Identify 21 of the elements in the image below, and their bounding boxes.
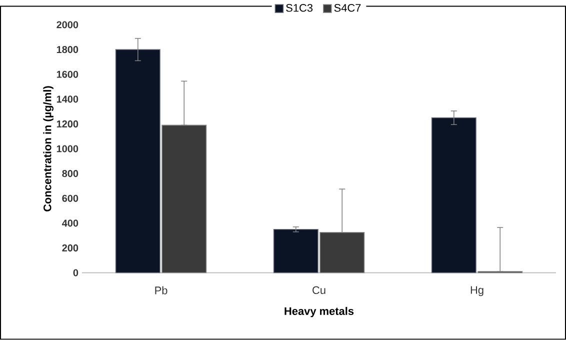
bar [115, 49, 160, 274]
y-tick-label: 1000 [56, 145, 78, 152]
y-tick-label: 1600 [56, 70, 78, 78]
y-tick-label: 200 [62, 244, 78, 252]
bar [431, 117, 476, 274]
legend-label: S4C7 [334, 4, 361, 12]
y-tick-label: 600 [62, 194, 78, 202]
y-tick-label: 400 [62, 220, 78, 227]
x-axis-title: Heavy metals [284, 307, 354, 318]
y-tick-label: 1400 [56, 96, 78, 103]
y-tick-label: 0 [73, 269, 78, 276]
bar [273, 229, 318, 274]
y-tick-label: 2000 [56, 21, 78, 28]
y-tick-label: 1200 [56, 120, 78, 128]
x-tick-label: Hg [470, 286, 484, 296]
legend-label: S1C3 [286, 4, 313, 12]
y-axis-title: Concentration in (µg/ml) [43, 86, 54, 212]
y-tick-label: 1800 [56, 46, 78, 54]
x-tick-label: Cu [312, 286, 326, 294]
x-tick-label: Pb [155, 286, 168, 294]
y-tick-label: 800 [62, 170, 78, 178]
